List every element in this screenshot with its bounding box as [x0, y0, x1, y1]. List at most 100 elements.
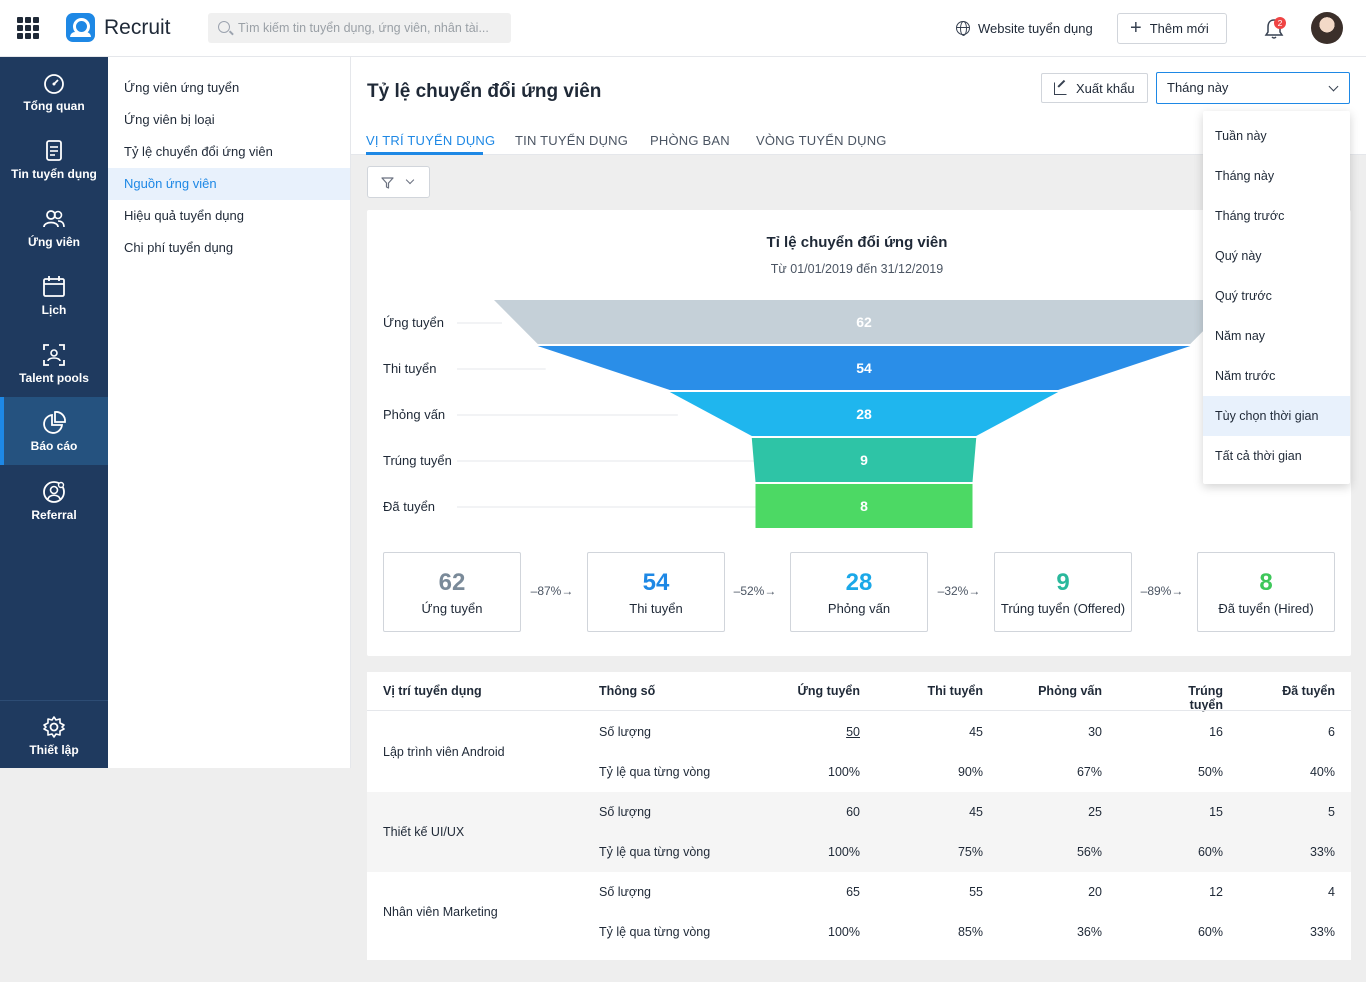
table-cell: 33% — [1309, 925, 1335, 939]
report-subnav: Ứng viên ứng tuyển Ứng viên bị loại Tỷ l… — [108, 57, 351, 768]
period-option-this-month[interactable]: Tháng này — [1215, 169, 1275, 183]
export-button[interactable]: Xuất khẩu — [1041, 73, 1148, 103]
funnel-segment[interactable] — [537, 346, 1191, 390]
website-link[interactable]: Website tuyển dụng — [956, 18, 1093, 38]
filter-icon — [381, 177, 394, 189]
position-name[interactable]: Lập trình viên Android — [383, 745, 505, 759]
left-nav: Tổng quan Tin tuyển dụng Ứng viên Lịch T… — [0, 57, 108, 768]
funnel-value-label: 54 — [856, 360, 872, 376]
gauge-icon — [44, 73, 64, 94]
period-option-last-year[interactable]: Năm trước — [1215, 369, 1276, 383]
tab-department[interactable]: PHÒNG BAN — [650, 133, 730, 148]
website-link-label: Website tuyển dụng — [978, 20, 1093, 36]
tab-recruitment-round[interactable]: VÒNG TUYỂN DỤNG — [756, 133, 887, 148]
conversion-rate: 87% — [537, 584, 562, 598]
table-row-group: Thiết kế UI/UX Số lượng 60 45 25 15 5 Tỷ… — [367, 792, 1351, 872]
stat-value: 9 — [1056, 569, 1070, 596]
nav-item-overview[interactable]: Tổng quan — [0, 57, 108, 125]
search-input[interactable] — [238, 13, 503, 43]
funnel-value-label: 62 — [856, 314, 872, 330]
funnel-segment[interactable] — [751, 438, 977, 482]
subnav-item-candidate-source[interactable]: Nguồn ứng viên — [108, 168, 350, 200]
nav-item-referral[interactable]: Referral — [0, 466, 108, 534]
position-name[interactable]: Nhân viên Marketing — [383, 905, 498, 919]
funnel-chart-card: Tỉ lệ chuyển đổi ứng viên Từ 01/01/2019 … — [367, 210, 1351, 656]
table-cell: 12 — [1209, 885, 1223, 899]
nav-item-talent-pools[interactable]: Talent pools — [0, 329, 108, 397]
funnel-segment[interactable] — [755, 484, 973, 528]
position-table: Vị trí tuyển dụng Thông số Ứng tuyển Thi… — [367, 672, 1351, 960]
filter-button[interactable] — [367, 166, 430, 198]
nav-item-candidates[interactable]: Ứng viên — [0, 193, 108, 261]
metric-label: Tỷ lệ qua từng vòng — [599, 765, 711, 779]
stat-value: 8 — [1259, 569, 1273, 596]
period-option-this-year[interactable]: Năm nay — [1215, 329, 1266, 343]
subnav-item-rejected[interactable]: Ứng viên bị loại — [124, 112, 215, 127]
table-cell: 67% — [1076, 765, 1102, 779]
chevron-down-icon — [405, 175, 415, 185]
table-cell: 100% — [828, 765, 860, 779]
period-option-last-month[interactable]: Tháng trước — [1215, 209, 1285, 223]
chart-title: Tỉ lệ chuyển đổi ứng viên — [766, 234, 948, 251]
stat-label: Trúng tuyển (Offered) — [1000, 601, 1126, 616]
table-cell: 65 — [846, 885, 860, 899]
period-select[interactable]: Tháng này — [1156, 72, 1350, 104]
funnel-segment[interactable] — [669, 392, 1059, 436]
conversion-arrow: –89%→ — [1140, 584, 1184, 598]
period-option-this-week[interactable]: Tuần này — [1215, 129, 1267, 143]
stat-interview: 28 Phỏng vấn — [790, 552, 928, 632]
pie-chart-icon — [43, 410, 66, 434]
search-icon — [218, 21, 230, 33]
table-cell: 5 — [1328, 805, 1335, 819]
funnel-value-label: 8 — [860, 498, 868, 514]
nav-item-calendar[interactable]: Lịch — [0, 261, 108, 329]
table-header: Vị trí tuyển dụng — [383, 684, 482, 698]
top-bar: Recruit Website tuyển dụng + Thêm mới 2 — [0, 0, 1366, 57]
tab-job-posting[interactable]: TIN TUYỂN DỤNG — [515, 133, 629, 148]
table-cell: 20 — [1088, 885, 1102, 899]
funnel-stage-label: Ứng tuyển — [383, 315, 444, 330]
gear-icon — [43, 715, 65, 738]
chevron-down-icon — [1328, 81, 1339, 92]
period-option-custom[interactable]: Tùy chọn thời gian — [1203, 396, 1350, 436]
subnav-item-applicants[interactable]: Ứng viên ứng tuyển — [124, 80, 240, 95]
table-cell: 45 — [969, 805, 983, 819]
conversion-arrow: –52%→ — [733, 584, 777, 598]
active-tab-indicator — [366, 152, 483, 155]
period-option-this-quarter[interactable]: Quý này — [1215, 249, 1262, 263]
recruit-logo-icon[interactable] — [66, 13, 95, 42]
table-cell: 36% — [1076, 925, 1102, 939]
table-cell[interactable]: 50 — [846, 725, 860, 739]
conversion-rate: 52% — [740, 584, 765, 598]
subnav-item-conversion-rate[interactable]: Tỷ lệ chuyển đổi ứng viên — [124, 144, 273, 159]
table-cell: 56% — [1076, 845, 1102, 859]
avatar[interactable] — [1311, 12, 1343, 44]
stat-label: Đã tuyển (Hired) — [1218, 601, 1314, 616]
conversion-arrow: –87%→ — [530, 584, 574, 598]
tab-position[interactable]: VỊ TRÍ TUYỂN DỤNG — [366, 133, 496, 148]
main-header: Tỷ lệ chuyển đổi ứng viên Xuất khẩu Thán… — [351, 57, 1366, 155]
talent-pool-icon — [43, 343, 65, 366]
subnav-item-cost[interactable]: Chi phí tuyển dụng — [124, 240, 234, 255]
stat-value: 54 — [642, 569, 670, 596]
funnel-segment[interactable] — [494, 300, 1234, 344]
table-cell: 60% — [1197, 845, 1223, 859]
table-cell: 25 — [1088, 805, 1102, 819]
nav-item-reports[interactable]: Báo cáo — [0, 397, 108, 465]
position-name[interactable]: Thiết kế UI/UX — [383, 825, 465, 839]
period-option-all-time[interactable]: Tất cả thời gian — [1215, 449, 1302, 463]
add-new-button[interactable]: + Thêm mới — [1117, 13, 1227, 44]
nav-item-settings[interactable]: Thiết lập — [0, 701, 108, 769]
metric-label: Số lượng — [599, 805, 652, 819]
subnav-item-efficiency[interactable]: Hiệu quả tuyển dụng — [124, 208, 244, 223]
apps-grid-icon[interactable] — [17, 17, 39, 39]
period-option-last-quarter[interactable]: Quý trước — [1215, 289, 1272, 303]
users-icon — [43, 209, 65, 227]
plus-icon: + — [1130, 16, 1142, 39]
search-box[interactable] — [208, 13, 511, 43]
page-title: Tỷ lệ chuyển đổi ứng viên — [367, 81, 602, 102]
app-brand[interactable]: Recruit — [104, 16, 171, 39]
table-cell: 60% — [1197, 925, 1223, 939]
nav-item-jobs[interactable]: Tin tuyển dụng — [0, 125, 108, 193]
table-cell: 4 — [1328, 885, 1335, 899]
